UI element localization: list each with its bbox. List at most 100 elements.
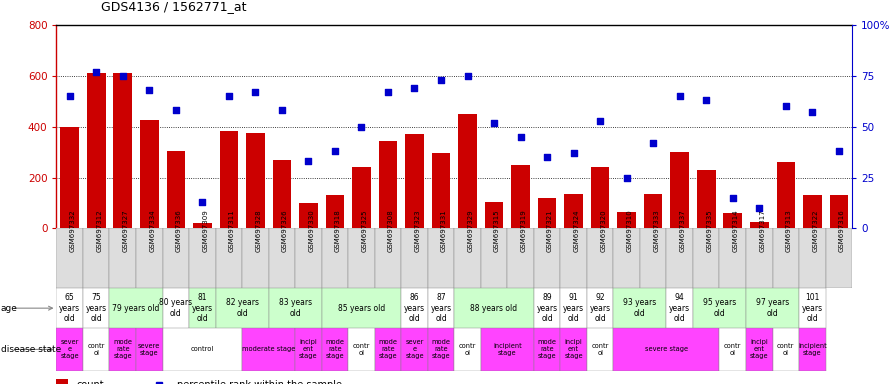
Point xyxy=(646,140,660,146)
Text: 83 years
old: 83 years old xyxy=(279,298,312,318)
Text: 65
years
old: 65 years old xyxy=(59,293,81,323)
Point xyxy=(328,148,342,154)
Text: 75
years
old: 75 years old xyxy=(86,293,107,323)
Bar xyxy=(799,288,825,328)
Bar xyxy=(216,228,242,288)
Bar xyxy=(349,328,375,371)
Bar xyxy=(220,131,238,228)
Text: 88 years old: 88 years old xyxy=(470,304,518,313)
Bar xyxy=(375,328,401,371)
Bar xyxy=(667,288,693,328)
Text: mode
rate
stage: mode rate stage xyxy=(538,339,556,359)
Bar xyxy=(799,328,825,371)
Bar xyxy=(379,141,397,228)
Text: 85 years old: 85 years old xyxy=(338,304,385,313)
Text: GSM697324: GSM697324 xyxy=(573,209,580,252)
Bar xyxy=(83,328,109,371)
Text: 91
years
old: 91 years old xyxy=(563,293,584,323)
Text: GSM697317: GSM697317 xyxy=(759,209,765,252)
Bar xyxy=(481,228,507,288)
Text: 101
years
old: 101 years old xyxy=(802,293,823,323)
Bar xyxy=(83,228,109,288)
Bar xyxy=(723,213,742,228)
Text: percentile rank within the sample: percentile rank within the sample xyxy=(177,380,342,384)
Text: 80 years
old: 80 years old xyxy=(159,298,193,318)
Point xyxy=(301,158,315,164)
Bar xyxy=(590,167,609,228)
Bar xyxy=(140,120,159,228)
Text: GSM697321: GSM697321 xyxy=(547,209,553,252)
Bar xyxy=(109,328,136,371)
Bar xyxy=(587,288,614,328)
Bar xyxy=(246,133,264,228)
Bar xyxy=(746,288,799,328)
Bar xyxy=(272,160,291,228)
Text: GSM697326: GSM697326 xyxy=(282,209,288,252)
Bar xyxy=(614,328,719,371)
Bar xyxy=(830,195,849,228)
Text: moderate stage: moderate stage xyxy=(242,346,296,353)
Text: 93 years
old: 93 years old xyxy=(624,298,657,318)
Text: 87
years
old: 87 years old xyxy=(430,293,452,323)
Point xyxy=(408,85,422,91)
Bar xyxy=(534,228,560,288)
Bar xyxy=(587,328,614,371)
Point xyxy=(752,205,766,211)
Point xyxy=(487,119,501,126)
Text: GSM697331: GSM697331 xyxy=(441,209,447,252)
Bar xyxy=(295,328,322,371)
Point xyxy=(168,108,183,114)
Bar xyxy=(458,114,477,228)
Point xyxy=(142,87,157,93)
Bar xyxy=(322,328,349,371)
Point xyxy=(806,109,820,116)
Text: contr
ol: contr ol xyxy=(724,343,741,356)
Bar xyxy=(693,288,746,328)
Bar xyxy=(325,195,344,228)
Point xyxy=(116,73,130,79)
Bar xyxy=(454,288,534,328)
Bar xyxy=(454,228,481,288)
Text: mode
rate
stage: mode rate stage xyxy=(325,339,344,359)
Bar xyxy=(512,165,530,228)
Text: incipi
ent
stage: incipi ent stage xyxy=(750,339,769,359)
Bar xyxy=(693,228,719,288)
Text: contr
ol: contr ol xyxy=(459,343,476,356)
Text: GSM697330: GSM697330 xyxy=(308,209,314,252)
Point xyxy=(831,148,846,154)
Text: GSM697308: GSM697308 xyxy=(388,209,394,252)
Text: 92
years
old: 92 years old xyxy=(590,293,611,323)
Bar xyxy=(56,328,83,371)
Bar xyxy=(322,288,401,328)
Bar xyxy=(216,288,269,328)
Bar xyxy=(349,228,375,288)
Point xyxy=(673,93,687,99)
Text: GSM697335: GSM697335 xyxy=(706,209,712,252)
Bar xyxy=(719,228,746,288)
Text: GSM697328: GSM697328 xyxy=(255,209,262,252)
Text: disease state: disease state xyxy=(1,345,61,354)
Point xyxy=(540,154,555,161)
Bar xyxy=(427,288,454,328)
Bar xyxy=(750,222,769,228)
Bar xyxy=(352,167,371,228)
Text: 82 years
old: 82 years old xyxy=(226,298,259,318)
Point xyxy=(381,89,395,95)
Text: GSM697315: GSM697315 xyxy=(494,209,500,252)
Bar xyxy=(162,288,189,328)
Bar xyxy=(507,228,534,288)
Bar xyxy=(697,170,716,228)
Bar xyxy=(114,73,132,228)
Bar xyxy=(189,288,216,328)
Bar xyxy=(777,162,795,228)
Text: GSM697309: GSM697309 xyxy=(202,209,208,252)
Point xyxy=(461,73,475,79)
Point xyxy=(434,77,448,83)
Text: sever
e
stage: sever e stage xyxy=(60,339,79,359)
Text: GSM697336: GSM697336 xyxy=(176,209,182,252)
Bar xyxy=(587,228,614,288)
Text: GSM697329: GSM697329 xyxy=(468,209,473,252)
Bar xyxy=(269,288,322,328)
Text: mode
rate
stage: mode rate stage xyxy=(378,339,398,359)
Bar xyxy=(617,212,636,228)
